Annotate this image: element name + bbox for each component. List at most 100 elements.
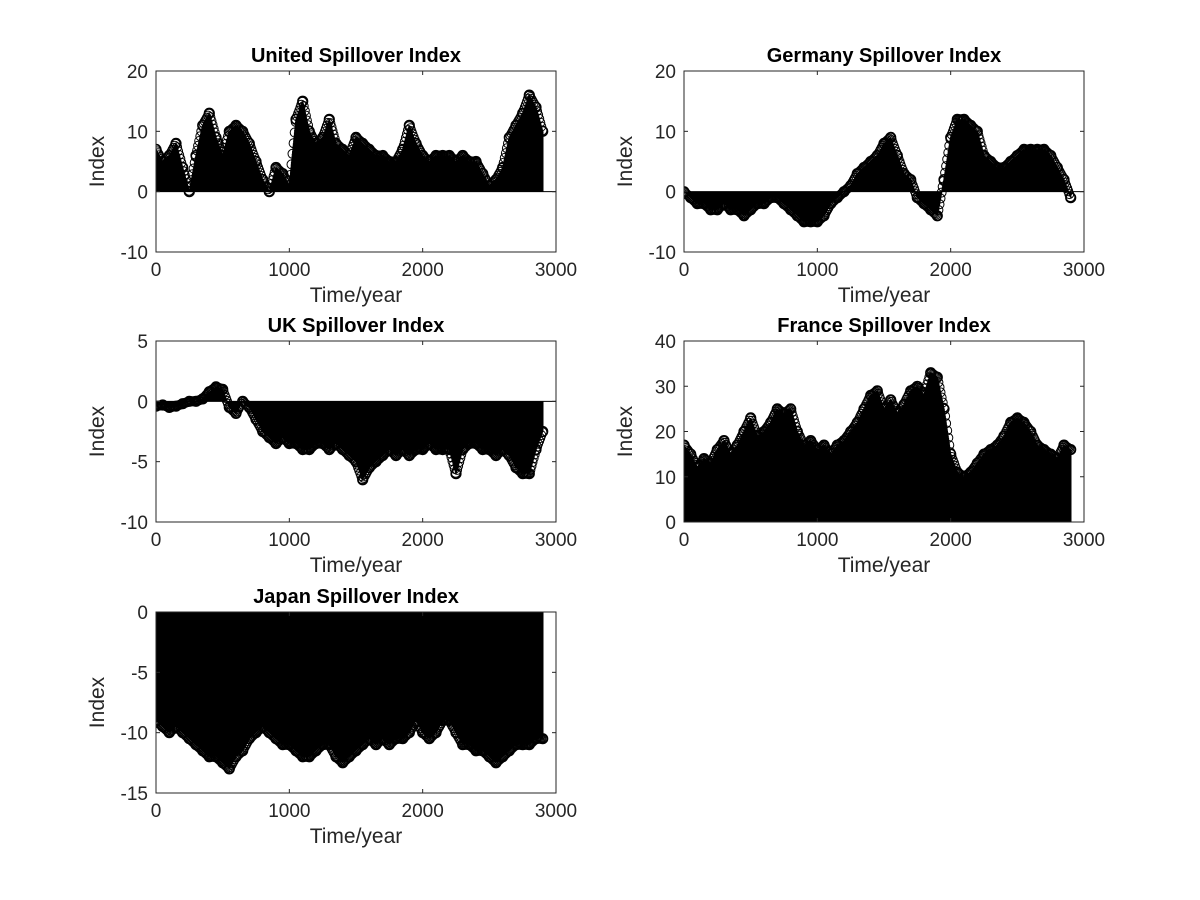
- data-point: [965, 119, 977, 131]
- stem-marker: [498, 157, 509, 168]
- data-point: [450, 155, 462, 168]
- data-point: [257, 174, 269, 186]
- data-point: [343, 450, 355, 462]
- data-point: [925, 204, 937, 216]
- data-point: [711, 444, 723, 456]
- stem-marker: [724, 446, 735, 457]
- stem-marker: [298, 101, 309, 111]
- data-point: [1018, 143, 1030, 155]
- data-point: [430, 149, 442, 162]
- data-point: [1018, 416, 1030, 428]
- data-point: [958, 113, 970, 125]
- stem-marker: [937, 397, 948, 408]
- data-point: [738, 210, 750, 222]
- data-point: [290, 438, 302, 450]
- data-point: [310, 137, 322, 149]
- stem-marker: [1062, 442, 1073, 453]
- data-point: [825, 198, 837, 210]
- data-point: [758, 425, 770, 438]
- y-tick-label: 20: [655, 62, 676, 83]
- data-point: [157, 155, 169, 168]
- stem-marker: [516, 110, 527, 121]
- data-point: [223, 401, 235, 413]
- x-tick-label: 1000: [268, 260, 310, 281]
- data-point: [745, 412, 757, 424]
- x-tick-label: 2000: [402, 801, 444, 822]
- data-point: [423, 438, 435, 450]
- subplot-3: 0 1000 2000 3000 -10 -5 0 5 UK Spillover Index Ti…: [86, 315, 577, 577]
- data-point: [838, 435, 850, 447]
- stem-marker: [940, 411, 951, 422]
- data-point: [858, 403, 870, 415]
- stem-marker: [903, 172, 914, 183]
- data-point: [337, 444, 349, 456]
- data-point: [818, 210, 830, 222]
- stem-marker: [454, 457, 465, 468]
- stem-marker: [935, 193, 946, 204]
- data-point: [250, 155, 262, 168]
- stem-marker: [196, 126, 207, 137]
- data-point: [845, 180, 857, 192]
- data-point: [851, 168, 863, 180]
- y-tick-label: -10: [121, 243, 148, 264]
- data-point: [443, 444, 455, 456]
- stem-marker: [849, 420, 860, 431]
- data-point: [945, 131, 957, 143]
- data-point: [330, 137, 342, 149]
- stem-marker: [529, 449, 540, 460]
- stem-marker: [326, 122, 337, 132]
- y-tick-label: 5: [137, 332, 148, 353]
- data-point: [785, 403, 797, 415]
- stem-marker: [943, 432, 954, 443]
- stem-marker: [1053, 451, 1064, 462]
- data-point: [363, 462, 375, 474]
- stem-marker: [456, 449, 467, 460]
- data-point: [317, 131, 329, 143]
- data-point: [450, 468, 462, 480]
- data-point: [217, 149, 229, 162]
- data-point: [691, 462, 703, 474]
- data-point: [383, 155, 395, 168]
- data-point: [263, 727, 275, 739]
- stem-marker: [928, 369, 939, 380]
- data-point: [1025, 143, 1037, 155]
- data-point: [156, 715, 162, 727]
- data-point: [463, 155, 475, 168]
- data-point: [423, 733, 435, 745]
- stem-marker: [900, 397, 911, 408]
- stem-marker: [974, 134, 985, 145]
- stem-marker: [189, 157, 200, 168]
- x-tick-label: 3000: [1063, 530, 1105, 551]
- data-point: [765, 192, 777, 204]
- x-tick-label: 2000: [402, 530, 444, 551]
- data-point: [230, 407, 242, 419]
- data-point: [403, 450, 415, 462]
- data-point: [811, 216, 823, 228]
- y-axis-label: Index: [614, 405, 637, 457]
- data-point: [991, 439, 1003, 451]
- data-point: [210, 751, 222, 763]
- data-point: [330, 751, 342, 763]
- data-point: [490, 757, 502, 769]
- data-point: [1065, 444, 1077, 456]
- data-point: [383, 739, 395, 751]
- data-point: [503, 450, 515, 462]
- data-point: [470, 155, 482, 168]
- data-point: [177, 398, 189, 410]
- data-point: [277, 168, 289, 180]
- stem-marker: [527, 457, 538, 468]
- data-point: [771, 192, 783, 204]
- chart-title: United Spillover Index: [251, 45, 461, 67]
- x-tick-label: 3000: [535, 260, 577, 281]
- data-point: [350, 745, 362, 757]
- data-point: [397, 143, 409, 155]
- data-point: [403, 727, 415, 739]
- data-point: [938, 174, 950, 186]
- data-point: [898, 398, 910, 410]
- data-point: [197, 745, 209, 757]
- data-point: [758, 198, 770, 210]
- x-tick-label: 1000: [796, 530, 838, 551]
- data-point: [537, 125, 549, 137]
